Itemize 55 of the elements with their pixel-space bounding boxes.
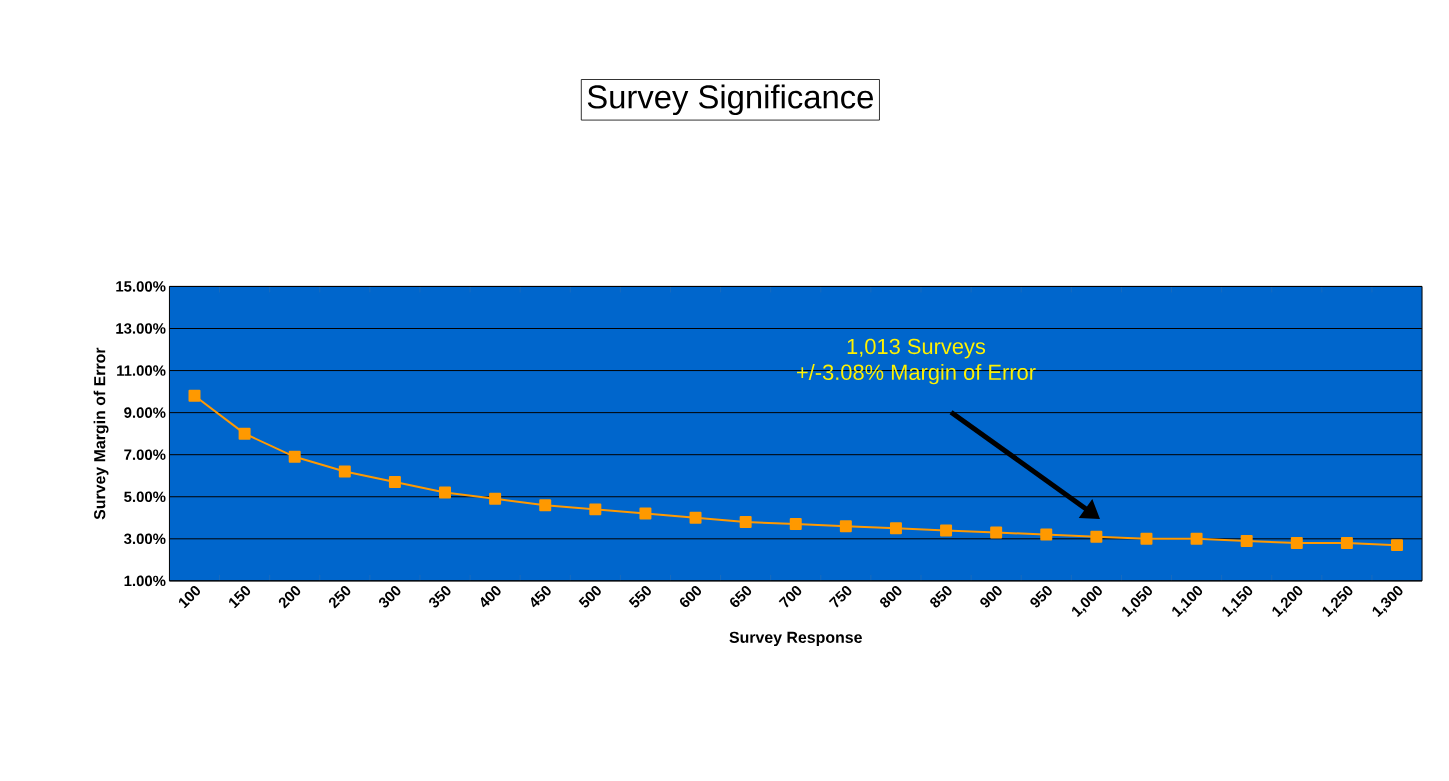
- x-tick-label: 100: [178, 586, 201, 609]
- x-tick-label: 950: [1030, 586, 1052, 608]
- x-tick-label: 400: [480, 586, 501, 608]
- x-tick-label: 250: [328, 586, 351, 609]
- point: [1340, 537, 1353, 550]
- point: [1040, 528, 1053, 541]
- point: [689, 512, 702, 525]
- x-tick-label: 450: [530, 586, 551, 608]
- point: [990, 526, 1003, 539]
- x-tick-label: 150: [229, 586, 251, 609]
- annotation: 1,013 Surveys: [847, 338, 986, 359]
- x-tick-label: 500: [578, 586, 601, 608]
- x-tick-label: 700: [778, 586, 802, 608]
- y-tick-label: 15.00%: [116, 281, 166, 292]
- x-tick-label: 600: [679, 586, 702, 608]
- point: [238, 427, 251, 440]
- point: [489, 493, 502, 506]
- point: [789, 518, 802, 531]
- y-tick-label: 3.00%: [123, 533, 166, 545]
- point: [188, 390, 201, 403]
- point: [539, 499, 552, 512]
- point: [1190, 533, 1203, 546]
- chart-title: Survey Significance: [587, 84, 873, 116]
- point: [439, 486, 452, 499]
- x-tick-label: 300: [378, 586, 401, 608]
- point: [739, 516, 752, 529]
- x-tick-label: 800: [880, 586, 902, 608]
- point: [1090, 530, 1103, 543]
- point: [288, 451, 301, 464]
- point: [1140, 533, 1153, 546]
- x-tick-label: 650: [730, 586, 752, 608]
- point: [388, 476, 401, 489]
- point: [1290, 537, 1303, 550]
- y-tick-label: 9.00%: [124, 407, 166, 419]
- x-tick-label: 350: [429, 586, 451, 608]
- point: [889, 522, 902, 535]
- x-tick-label: 550: [628, 586, 651, 608]
- y-axis-title: Survey Margin of Error: [93, 347, 109, 520]
- x-tick-label: 200: [278, 586, 301, 609]
- y-tick-label: 1.00%: [124, 575, 166, 587]
- y-tick-label: 5.00%: [124, 491, 166, 503]
- point: [589, 503, 602, 516]
- point: [639, 507, 652, 520]
- y-tick-label: 13.00%: [116, 323, 166, 335]
- y-tick-label: 11.00%: [117, 365, 166, 377]
- point: [839, 520, 852, 533]
- y-tick-label: 7.00%: [124, 449, 166, 461]
- x-tick-label: 900: [980, 586, 1002, 608]
- x-tick-label: 850: [930, 586, 952, 608]
- point: [1391, 539, 1403, 552]
- point: [1240, 535, 1253, 548]
- point: [940, 524, 953, 537]
- point: [338, 465, 351, 478]
- x-tick-label: 750: [828, 586, 852, 608]
- x-axis-title: Survey Response: [729, 631, 862, 647]
